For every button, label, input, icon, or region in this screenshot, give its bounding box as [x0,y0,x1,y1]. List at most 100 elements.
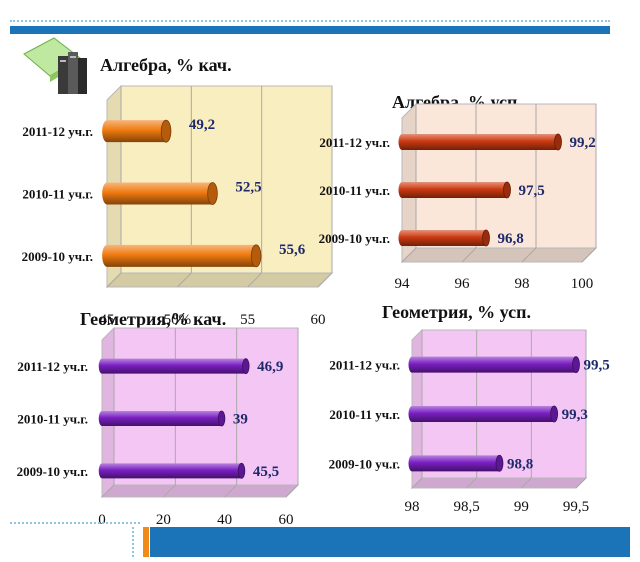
x-tick-label: 98,5 [454,499,480,515]
bar-end-cap [160,119,172,143]
bar-geo-kach-2 [98,463,245,479]
bar-alg-kach-2 [102,244,261,267]
data-label: 96,8 [498,231,524,247]
x-tick-label: 96 [455,276,471,292]
bar-end-cap [572,356,580,374]
x-tick-label: 60 [311,312,326,328]
gridline-floor [461,247,477,263]
gridline-floor [224,484,238,498]
bar-alg-kach-0 [102,120,171,143]
gridline-floor [285,484,299,498]
chart-title-geo-usp: Геометрия, % усп. [382,302,531,322]
bar-end-cap [237,462,246,479]
bar-end-cap [250,244,262,268]
category-label: 2011-12 уч.г. [22,124,93,139]
plot-floor [100,484,300,498]
category-label: 2011-12 уч.г. [17,359,88,374]
x-tick-label: 50% [164,312,192,328]
bottom-accent-bar [143,527,149,557]
bar-end-cap [503,181,511,199]
bar-end-cap [482,229,490,247]
plot-floor [400,247,598,263]
top-brand-bar [10,26,610,34]
gridline-floor [411,477,423,489]
category-label: 2010-11 уч.г. [22,187,93,202]
x-tick-label: 0 [98,512,106,528]
x-tick-label: 98 [515,276,530,292]
category-label: 2010-11 уч.г. [319,183,390,198]
chart-title-alg-kach: Алгебра, % кач. [100,55,232,75]
gridline-floor [581,247,597,263]
x-tick-label: 55 [240,312,255,328]
x-tick-label: 100 [571,276,594,292]
category-label: 2010-11 уч.г. [329,407,400,422]
plot-floor [105,272,334,288]
category-label: 2011-12 уч.г. [329,358,400,373]
bottom-dotted-line [10,522,140,524]
bar-geo-usp-1 [408,406,558,422]
category-label: 2009-10 уч.г. [22,249,93,264]
chart-alg-usp: 94 96 98 100 2011-12 уч.г. 99,2 2010-11 уч.г. 9… [319,102,598,292]
bar-end-cap [495,454,504,472]
x-tick-label: 99 [514,499,529,515]
x-tick-label: 94 [395,276,411,292]
category-label: 2010-11 уч.г. [17,412,88,427]
bottom-brand-bar [150,527,630,557]
chart-geo-kach: 0 20 40 60 2011-12 уч.г. 46,9 2010-11 уч.г. 39 2… [17,326,300,528]
bar-alg-usp-0 [398,134,562,150]
x-tick-label: 60 [279,512,294,528]
gridline-floor [575,477,587,489]
category-label: 2009-10 уч.г. [329,456,400,471]
top-dotted-line [10,20,610,22]
category-label: 2009-10 уч.г. [319,231,390,246]
data-label: 99,3 [562,407,588,423]
bar-geo-kach-0 [98,358,250,374]
data-label: 98,8 [507,456,533,472]
gridline-floor [520,477,532,489]
bar-geo-kach-1 [98,411,225,426]
data-label: 55,6 [279,242,306,258]
bar-end-cap [217,410,226,427]
gridline-floor [162,484,176,498]
x-tick-label: 99,5 [563,499,589,515]
bar-alg-usp-1 [398,182,511,198]
bottom-dotted-divider [132,527,134,557]
gridline-floor [176,272,192,288]
bar-end-cap [554,133,562,151]
x-tick-label: 20 [156,512,171,528]
gridline-floor [521,247,537,263]
data-label: 97,5 [519,183,545,199]
chart-title-geo-kach: Геометрия,% кач. [80,309,227,329]
plot-back-wall [415,103,597,249]
gridline-floor [106,272,122,288]
plot-floor [410,477,588,489]
bar-alg-usp-2 [398,230,490,246]
category-label: 2009-10 уч.г. [17,464,88,479]
bar-geo-usp-0 [408,356,580,373]
bar-geo-usp-2 [408,455,503,472]
x-tick-label: 45 [100,312,115,328]
gridline-floor [101,484,115,498]
chart-alg-kach: 45 50% 55 60 2011-12 уч.г. 49,2 2010-11 уч.г. 5… [22,84,334,328]
x-tick-label: 98 [405,499,420,515]
data-label: 46,9 [257,359,283,375]
bar-alg-kach-1 [102,182,218,205]
data-label: 99,5 [584,358,610,374]
bar-end-cap [207,182,218,205]
category-label: 2011-12 уч.г. [319,135,390,150]
data-label: 39 [233,412,248,428]
data-label: 52,5 [235,180,261,196]
plot-back-wall [113,327,299,486]
books-icon [23,37,87,94]
data-label: 45,5 [253,464,279,480]
bar-end-cap [550,405,559,423]
gridline-floor [317,272,333,288]
chart-geo-usp: 98 98,5 99 99,5 2011-12 уч.г. 99,5 2010-11 уч.… [329,328,610,515]
x-tick-label: 40 [217,512,232,528]
gridline-floor [401,247,417,263]
data-label: 49,2 [189,117,215,133]
gridline-floor [247,272,263,288]
bar-end-cap [242,358,250,375]
data-label: 99,2 [570,135,596,151]
